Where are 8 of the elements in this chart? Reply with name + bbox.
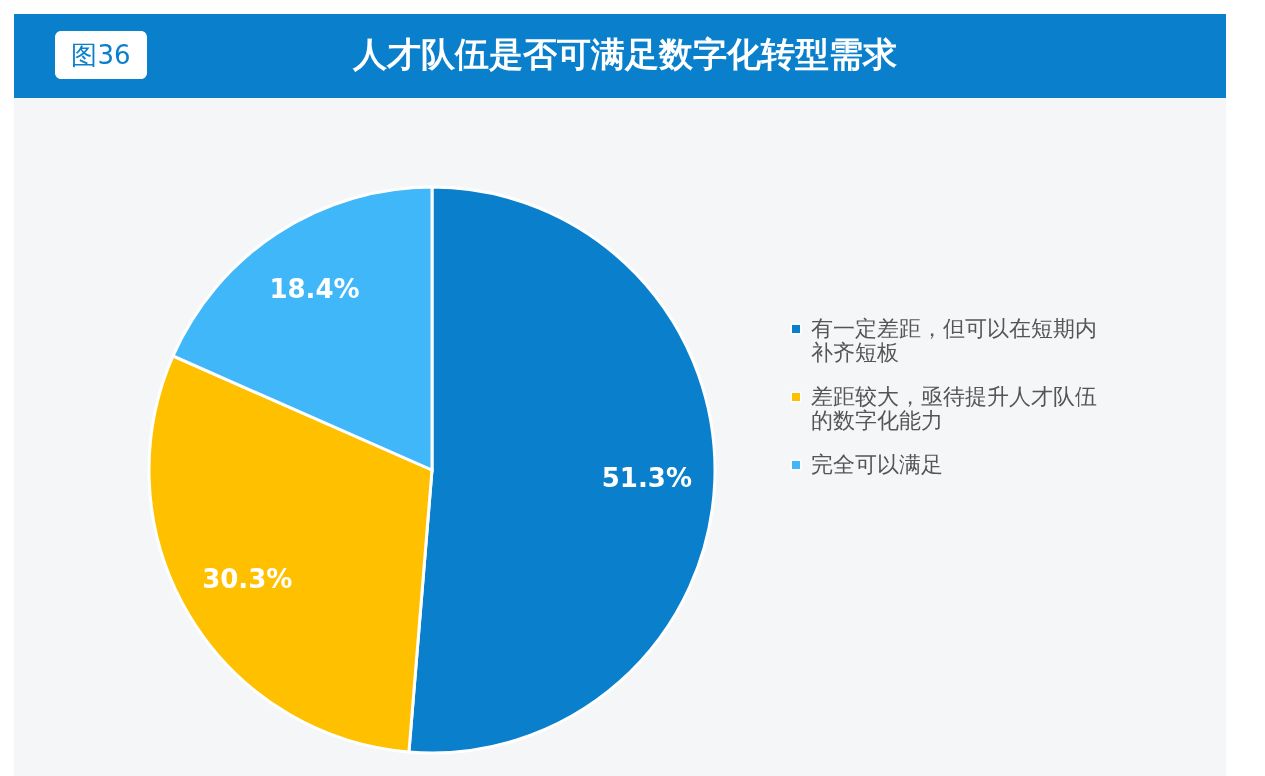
- chart-title: 人才队伍是否可满足数字化转型需求: [352, 34, 897, 74]
- legend-label: 差距较大，亟待提升人才队伍的数字化能力: [811, 384, 1097, 433]
- legend-label: 完全可以满足: [811, 452, 943, 477]
- data-label: 51.3%: [601, 462, 692, 493]
- data-label: 30.3%: [202, 564, 293, 595]
- legend-label: 有一定差距，但可以在短期内补齐短板: [811, 316, 1097, 365]
- data-label: 18.4%: [269, 273, 360, 304]
- caption: 图36: [71, 40, 131, 70]
